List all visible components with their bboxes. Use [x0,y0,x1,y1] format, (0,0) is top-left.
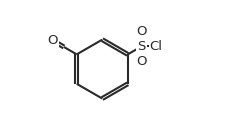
Text: Cl: Cl [149,40,162,53]
Text: S: S [137,40,145,53]
Text: O: O [136,55,146,68]
Text: O: O [136,25,146,38]
Text: O: O [47,34,57,47]
